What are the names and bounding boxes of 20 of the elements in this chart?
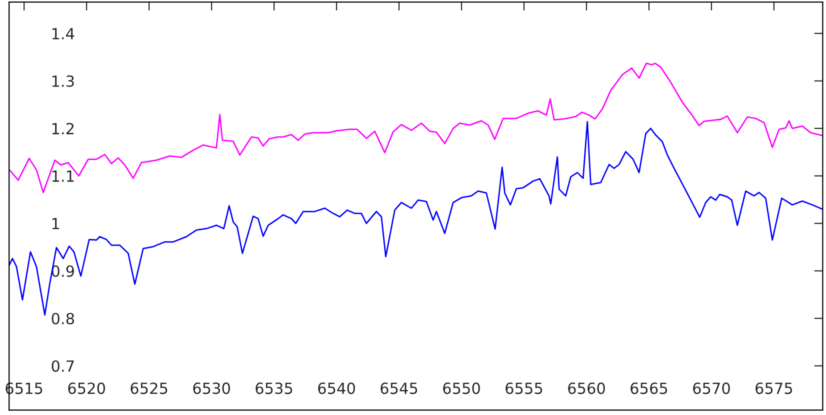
y-tick-label: 1.1	[52, 170, 74, 182]
x-tick-label: 6555	[506, 382, 542, 394]
y-tick-label: 1	[52, 218, 60, 230]
line-series	[9, 62, 823, 194]
x-tick-label: 6525	[130, 382, 168, 394]
x-tick-label: 6530	[193, 382, 230, 394]
y-tick-label: 0.8	[52, 312, 74, 324]
x-tick-label: 6545	[380, 382, 418, 394]
x-tick-label: 6565	[630, 382, 668, 394]
x-tick-label: 6540	[318, 382, 355, 394]
y-tick-label: 1.2	[52, 122, 74, 134]
x-tick-label: 6535	[256, 382, 292, 394]
x-tick-label: 6560	[568, 382, 605, 394]
x-tick-label: 6575	[756, 382, 792, 394]
x-tick-label: 6550	[443, 382, 480, 394]
x-tick-label: 6570	[693, 382, 730, 394]
y-tick-label: 1.3	[52, 75, 74, 87]
y-tick-label: 1.4	[52, 28, 74, 40]
y-tick-label: 0.7	[52, 360, 74, 372]
x-tick-label: 6520	[68, 382, 105, 394]
